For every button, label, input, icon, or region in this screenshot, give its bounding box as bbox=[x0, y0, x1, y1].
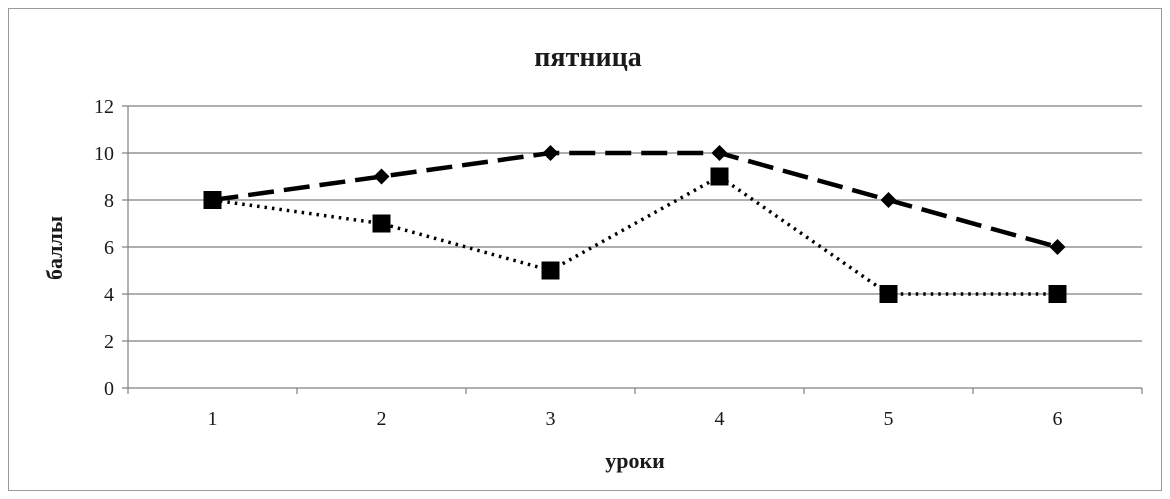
series-1-point-4 bbox=[711, 145, 728, 161]
x-axis-title: уроки bbox=[605, 448, 665, 473]
chart-title: пятница bbox=[534, 42, 641, 73]
chart-frame bbox=[8, 8, 1162, 491]
series-2-point-4 bbox=[710, 167, 729, 186]
series-line-2 bbox=[212, 174, 1058, 296]
series-1-point-3 bbox=[542, 145, 559, 161]
series-lines bbox=[212, 150, 1059, 296]
y-tick-label-6: 6 bbox=[104, 237, 114, 259]
series-2-point-3 bbox=[541, 261, 560, 280]
y-axis-title: баллы bbox=[42, 216, 67, 280]
y-tick-label-12: 12 bbox=[94, 96, 114, 118]
series-1-point-6 bbox=[1049, 239, 1066, 255]
x-tick-label-6: 6 bbox=[1053, 408, 1063, 430]
y-tick-labels: 0 2 4 6 8 10 12 bbox=[94, 96, 114, 400]
x-tick-labels: 1 2 3 4 5 6 bbox=[208, 408, 1063, 430]
y-tick-label-2: 2 bbox=[104, 331, 114, 353]
series-2-point-6 bbox=[1048, 285, 1067, 303]
x-tick-label-2: 2 bbox=[377, 408, 387, 430]
series-markers bbox=[203, 145, 1067, 303]
series-2-point-1 bbox=[203, 191, 222, 209]
series-2-point-5 bbox=[879, 285, 898, 303]
x-tick-label-1: 1 bbox=[208, 408, 218, 430]
y-tick-label-0: 0 bbox=[104, 378, 114, 400]
x-tick-label-4: 4 bbox=[715, 408, 725, 430]
y-tick-label-10: 10 bbox=[94, 143, 114, 165]
y-tick-label-4: 4 bbox=[104, 284, 114, 306]
x-tick-label-3: 3 bbox=[546, 408, 556, 430]
series-1-point-2 bbox=[373, 168, 390, 185]
series-2-point-2 bbox=[372, 214, 391, 233]
x-tick-label-5: 5 bbox=[884, 408, 894, 430]
series-1-point-5 bbox=[880, 192, 897, 208]
gridlines bbox=[128, 105, 1142, 342]
axes bbox=[122, 105, 1143, 394]
y-tick-label-8: 8 bbox=[104, 190, 114, 212]
